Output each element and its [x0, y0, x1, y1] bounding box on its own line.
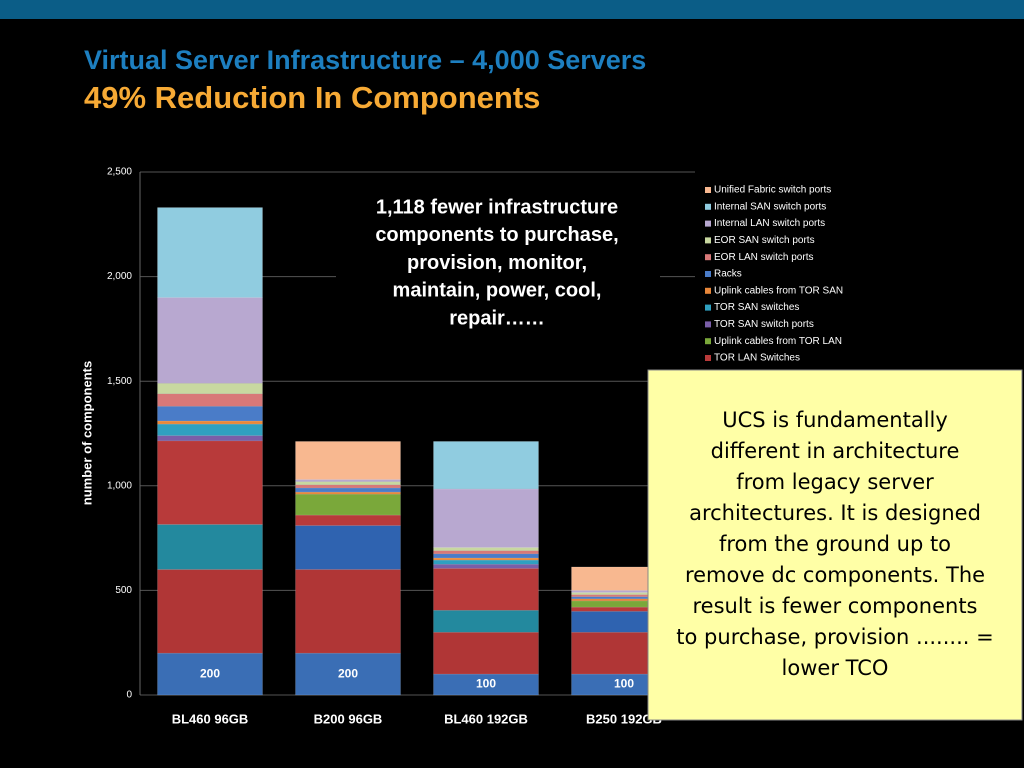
legend-swatch [705, 203, 711, 210]
annotation-line: repair…… [449, 307, 545, 329]
top-band [0, 0, 1024, 19]
legend-label: Internal LAN switch ports [714, 218, 825, 229]
legend-swatch [705, 338, 711, 345]
legend-label: TOR SAN switches [714, 302, 799, 313]
annotation-box [336, 190, 660, 335]
y-tick-label: 1,500 [107, 376, 132, 387]
x-tick-label: B250 192GB [586, 711, 662, 726]
legend-label: TOR LAN Switches [714, 353, 800, 364]
legend-swatch [705, 254, 711, 261]
bar-segment [157, 406, 263, 422]
bar-segment [433, 553, 539, 559]
bar-segment [157, 393, 263, 407]
bar-segment [295, 652, 401, 696]
bar-segment [157, 423, 263, 436]
y-tick-label: 2,500 [107, 167, 132, 178]
y-tick-label: 500 [115, 585, 132, 596]
bar-segment [295, 479, 401, 482]
legend-swatch [705, 271, 711, 277]
x-tick-label: B200 96GB [314, 711, 383, 726]
bar-segment [433, 547, 539, 551]
note-line: lower TCO [782, 656, 889, 680]
bar-segment [295, 493, 401, 516]
y-tick-label: 1,000 [107, 480, 132, 491]
bar-segment [433, 631, 539, 675]
bar-segment [295, 491, 401, 495]
y-tick-label: 0 [126, 690, 132, 701]
data-label: 100 [614, 677, 634, 691]
bar-segment [433, 441, 539, 490]
note-line: from legacy server [736, 470, 934, 494]
bar-segment [433, 488, 539, 548]
data-label: 200 [200, 666, 220, 680]
note-line: remove dc components. The [685, 563, 985, 587]
bar-segment [157, 435, 263, 442]
slide-title: Virtual Server Infrastructure – 4,000 Se… [84, 45, 646, 75]
legend-label: Uplink cables from TOR LAN [714, 336, 842, 347]
legend-label: Uplink cables from TOR SAN [714, 285, 843, 296]
bar-segment [157, 297, 263, 384]
legend-swatch [705, 321, 711, 328]
legend-label: Unified Fabric switch ports [714, 185, 831, 196]
bar-segment [433, 559, 539, 565]
data-label: 200 [338, 666, 358, 680]
bar-segment [295, 569, 401, 654]
annotation-line: 1,118 fewer infrastructure [376, 196, 618, 218]
x-tick-label: BL460 96GB [172, 711, 249, 726]
annotation-line: maintain, power, cool, [393, 280, 602, 302]
bar-segment [295, 481, 401, 486]
slide-subtitle: 49% Reduction In Components [84, 80, 540, 115]
legend-label: Racks [714, 269, 742, 280]
note-box [647, 369, 1023, 721]
bar-segment [433, 550, 539, 555]
legend-swatch [705, 287, 711, 294]
legend-label: Internal SAN switch ports [714, 201, 826, 212]
bar-segment [295, 514, 401, 526]
legend-label: EOR LAN switch ports [714, 252, 813, 263]
legend-swatch [705, 220, 711, 227]
legend-label: TOR SAN switch ports [714, 319, 814, 330]
bar-segment [295, 484, 401, 489]
bar-segment [157, 207, 263, 298]
annotation-line: provision, monitor, [407, 252, 587, 274]
bar-segment [295, 487, 401, 493]
bar-segment [433, 557, 539, 561]
y-tick-label: 2,000 [107, 271, 132, 282]
note-line: from the ground up to [719, 532, 951, 556]
annotation-line: components to purchase, [375, 224, 618, 246]
note-line: to purchase, provision ........ = [676, 625, 993, 649]
x-tick-label: BL460 192GB [444, 711, 528, 726]
bar-segment [157, 383, 263, 395]
bar-segment [433, 568, 539, 611]
note-line: architectures. It is designed [689, 501, 981, 525]
note-line: UCS is fundamentally [722, 408, 948, 432]
bar-segment [433, 564, 539, 569]
legend-label: EOR SAN switch ports [714, 235, 815, 246]
bar-segment [157, 569, 263, 654]
bar-segment [295, 441, 401, 480]
legend-swatch [705, 187, 711, 193]
bar-segment [157, 420, 263, 425]
legend-swatch [705, 355, 711, 361]
note-line: different in architecture [711, 439, 960, 463]
legend-swatch [705, 304, 711, 311]
legend-swatch [705, 237, 711, 244]
bar-segment [157, 524, 263, 570]
note-line: result is fewer components [693, 594, 978, 618]
data-label: 100 [476, 677, 496, 691]
bar-segment [157, 440, 263, 525]
bar-segment [295, 525, 401, 570]
y-axis-label: number of components [79, 361, 94, 505]
bar-segment [433, 610, 539, 633]
